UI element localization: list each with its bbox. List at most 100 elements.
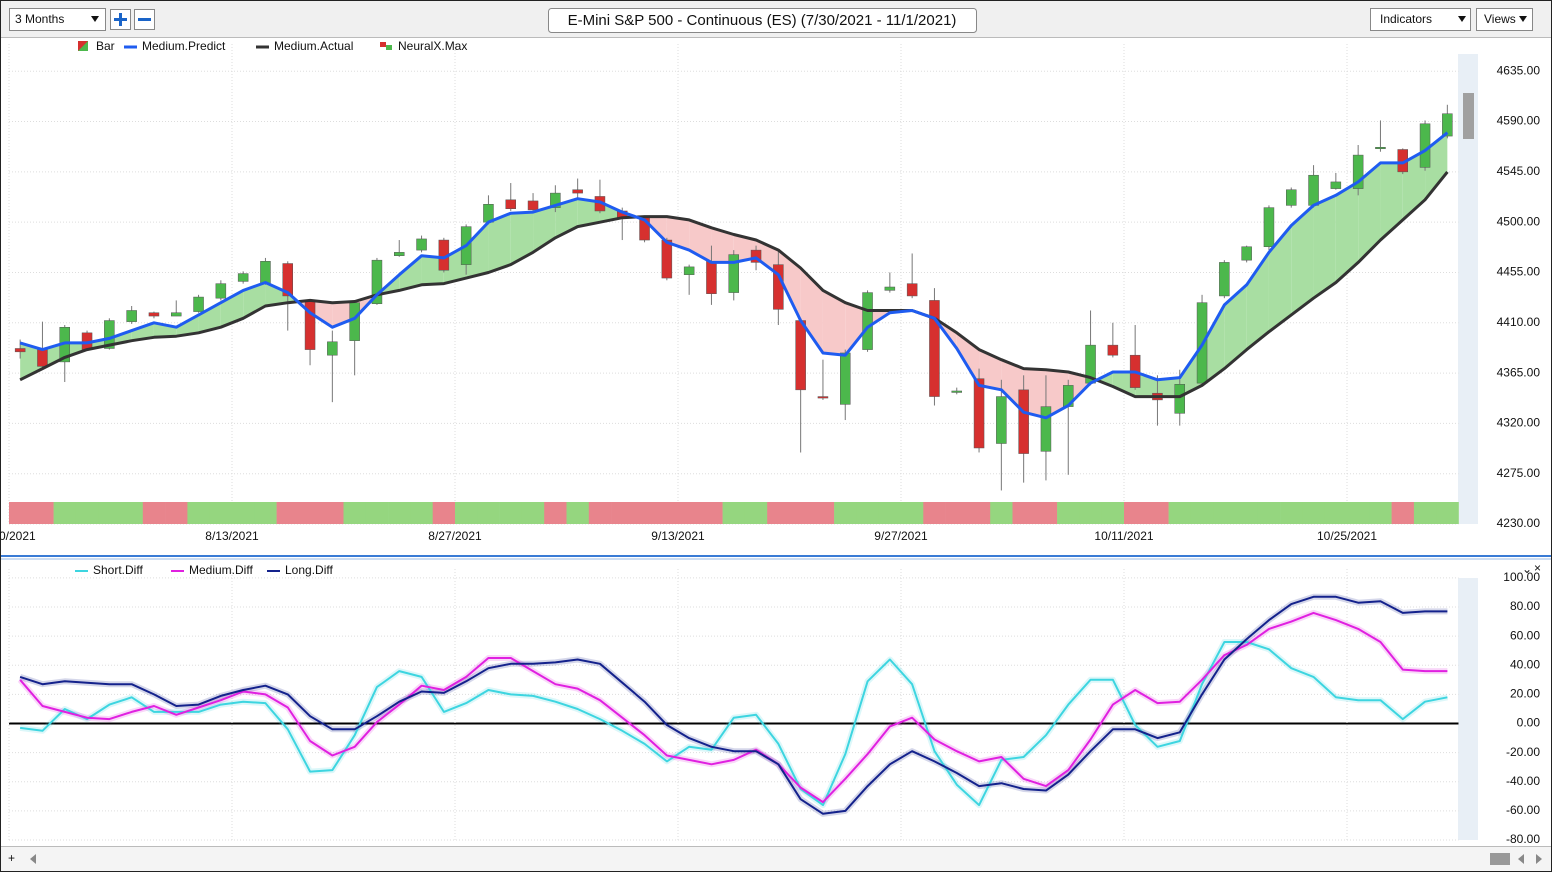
candle-body [1107,344,1119,356]
legend-label: Medium.Diff [189,563,253,577]
y-tick-label: 40.00 [1510,657,1540,671]
neuralx-cell [98,502,121,524]
spread-fill [733,234,757,263]
close-icon[interactable]: × [1534,561,1541,575]
y-tick-label: 4545.00 [1497,164,1541,178]
diff-line [19,611,1448,804]
candle-body [1219,262,1230,297]
scroll-right[interactable] [1536,854,1542,864]
neuralx-cell [588,502,612,524]
y-tick-label: 4590.00 [1497,114,1541,128]
neuralx-cell [1436,502,1459,524]
candle-body [1419,123,1431,168]
spread-fill [332,301,355,328]
spread-fill [310,300,333,328]
neuralx-cell [365,502,389,524]
legend-label: Short.Diff [93,563,143,577]
x-tick-label: 10/11/2021 [1094,529,1153,543]
candle-body [260,261,271,284]
candle-body [996,396,1007,444]
candle-body [1286,189,1297,206]
neuralx-cell [1034,502,1058,524]
candle-body [929,300,940,397]
candle-body [215,283,227,299]
neuralx-cell [1347,502,1370,524]
candle-body [14,348,26,353]
spread-fill [800,267,823,353]
spread-fill [64,342,88,358]
candle-body [840,352,851,405]
neuralx-cell [1190,502,1214,524]
neuralx-cell [1257,502,1281,524]
scroll-thumb[interactable] [1490,853,1510,865]
indicators-dropdown[interactable] [1370,8,1471,31]
horizontal-scrollbar[interactable] [1,847,1551,871]
candle-body [1330,181,1342,189]
candle-body [706,261,717,294]
spread-fill [198,302,221,333]
candle-body [527,200,539,211]
neuralx-cell [744,502,768,524]
spread-fill [666,216,690,251]
y-tick-label: 20.00 [1510,687,1540,701]
spread-fill [131,322,154,341]
plus-icon [114,13,127,26]
y-tick-label: 4455.00 [1497,265,1541,279]
y-tick-label: -40.00 [1506,774,1540,788]
add-panel-icon[interactable]: + [8,851,15,865]
scroll-track[interactable] [1458,578,1478,840]
scroll-left[interactable] [1518,854,1524,864]
candle-body [349,302,360,341]
neuralx-cell [254,502,277,524]
x-tick-label: 8/27/2021 [428,529,482,543]
neuralx-cell [767,502,790,524]
candle-body [1442,113,1453,137]
x-tick-label: 8/13/2021 [205,529,259,543]
spread-fill [1179,345,1203,397]
views-label: Views [1484,12,1516,26]
neuralx-cell [878,502,902,524]
neuralx-cell [945,502,969,524]
neuralx-cell [967,502,991,524]
collapse-icon[interactable]: ⌄ [1522,562,1532,576]
x-tick-label: 10/25/2021 [1317,529,1377,543]
neuralx-cell [923,502,946,524]
candle-body [327,341,338,356]
scroll-track[interactable] [1458,54,1478,524]
y-tick-label: 4320.00 [1497,416,1541,430]
spread-fill [1068,371,1091,406]
candle-body [171,312,182,317]
neuralx-cell [1213,502,1236,524]
y-tick-label: 4275.00 [1497,466,1541,480]
neuralx-cell [432,502,456,524]
spread-fill [599,202,623,223]
scroll-left[interactable] [30,854,36,864]
neuralx-cell [811,502,835,524]
spread-fill [1358,162,1381,263]
neuralx-cell [9,502,32,524]
views-dropdown[interactable] [1476,8,1533,31]
neuralx-cell [1124,502,1147,524]
legend-label: NeuralX.Max [398,39,467,53]
y-tick-label: 80.00 [1510,599,1540,613]
candle-body [1018,389,1029,454]
spread-fill [265,282,288,307]
spread-fill [1380,162,1403,241]
candle-body [1040,406,1052,452]
spread-fill [822,290,846,356]
indicators-label: Indicators [1380,12,1432,26]
legend-icon [380,42,386,47]
period-dropdown[interactable] [9,8,106,31]
neuralx-cell [521,502,545,524]
neuralx-cell [611,502,634,524]
neuralx-cell [990,502,1013,524]
legend-label: Medium.Actual [274,39,353,53]
candle-body [572,189,583,194]
spread-fill [399,255,422,291]
spread-fill [979,349,1002,390]
y-tick-label: -80.00 [1506,832,1540,846]
y-tick-label: 4500.00 [1497,214,1541,228]
neuralx-cell [1369,502,1392,524]
scroll-thumb[interactable] [1463,93,1474,139]
neuralx-cell [410,502,433,524]
